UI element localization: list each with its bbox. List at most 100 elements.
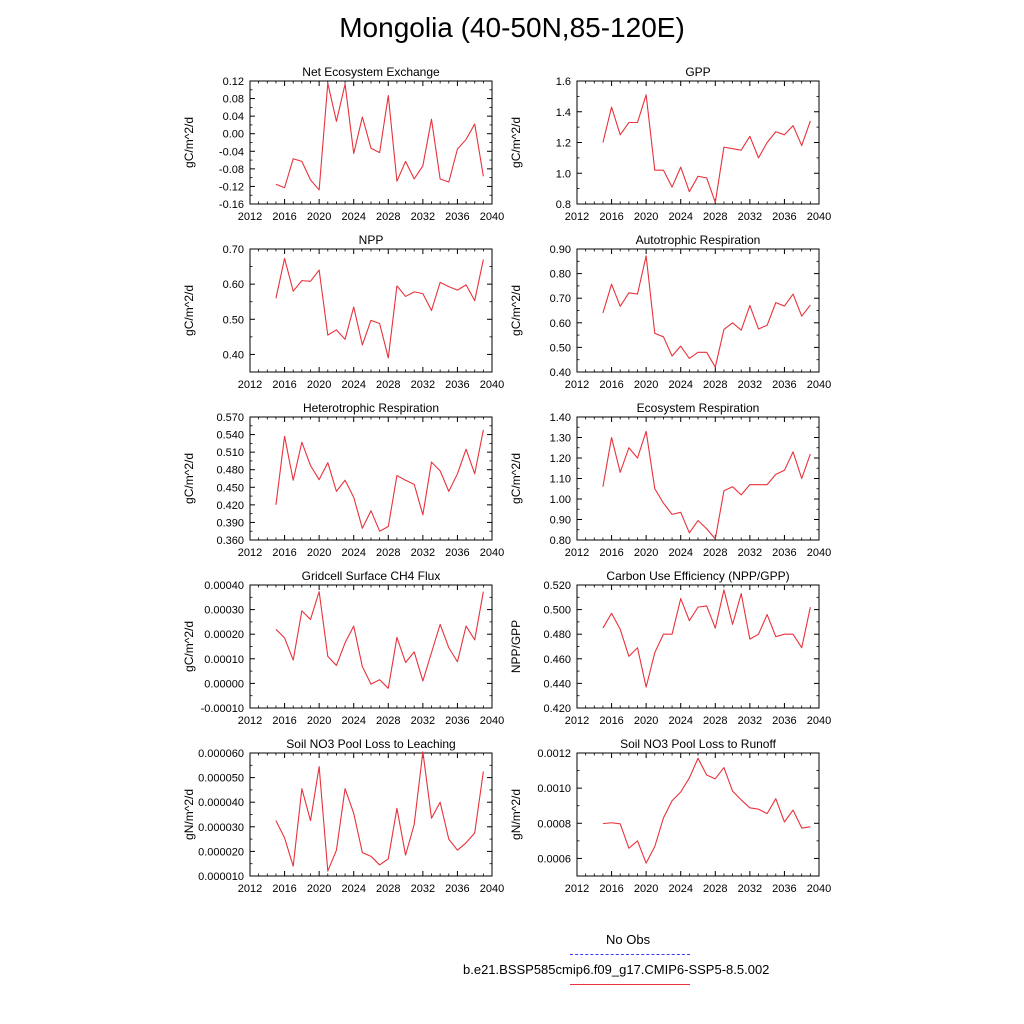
x-tick-label: 2016: [599, 379, 623, 391]
figure-title: Mongolia (40-50N,85-120E): [339, 12, 685, 43]
x-tick-label: 2040: [807, 379, 831, 391]
panel-2: NPP gC/m^2/d 2012 2016 2020 2024 2028 2032 2036 2…: [182, 233, 504, 391]
x-tick-label: 2024: [668, 883, 692, 895]
panel-title: GPP: [685, 65, 710, 79]
y-axis-label: gC/m^2/d: [182, 453, 196, 504]
panel-6: Gridcell Surface CH4 Flux gC/m^2/d 2012 201…: [182, 569, 504, 727]
x-tick-label: 2016: [272, 883, 296, 895]
x-tick-label: 2040: [807, 715, 831, 727]
plot-frame: [576, 80, 820, 205]
x-tick-label: 2012: [565, 715, 589, 727]
y-tick-label: 0.420: [216, 500, 244, 512]
y-tick-label: -0.08: [219, 164, 244, 176]
x-tick-label: 2036: [445, 715, 469, 727]
series-line-0: [602, 94, 811, 204]
x-tick-label: 2036: [772, 547, 796, 559]
x-tick-label: 2036: [445, 547, 469, 559]
series-line-0: [275, 591, 484, 689]
x-tick-label: 2016: [599, 883, 623, 895]
x-tick-label: 2032: [411, 379, 435, 391]
x-tick-label: 2012: [238, 379, 262, 391]
y-tick-label: 1.10: [550, 474, 571, 486]
y-axis-label: gN/m^2/d: [509, 789, 523, 840]
x-tick-label: 2012: [238, 883, 262, 895]
y-tick-label: 1.00: [550, 494, 571, 506]
panel-0: Net Ecosystem Exchange gC/m^2/d 2012 2016 20…: [182, 65, 504, 223]
x-tick-label: 2024: [341, 379, 365, 391]
x-tick-label: 2016: [599, 211, 623, 223]
panel-title: NPP: [359, 233, 384, 247]
y-tick-label: -0.16: [219, 199, 244, 211]
y-tick-label: 0.0008: [537, 818, 571, 830]
y-tick-label: 0.04: [223, 111, 244, 123]
x-tick-label: 2032: [411, 715, 435, 727]
y-axis-label: gC/m^2/d: [509, 453, 523, 504]
x-tick-label: 2032: [738, 715, 762, 727]
y-tick-label: 1.2: [556, 138, 571, 150]
panel-7: Carbon Use Efficiency (NPP/GPP) NPP/GPP 20…: [509, 569, 831, 727]
y-axis-label: gC/m^2/d: [509, 285, 523, 336]
y-axis-label: gC/m^2/d: [182, 285, 196, 336]
plot-frame: [576, 752, 820, 877]
y-tick-label: 0.00000: [204, 678, 244, 690]
x-tick-label: 2016: [272, 211, 296, 223]
y-tick-label: 0.50: [223, 314, 244, 326]
y-tick-label: 0.000050: [198, 773, 244, 785]
y-tick-label: 0.0012: [537, 748, 571, 760]
plot-frame: [249, 752, 493, 877]
y-tick-label: 0.00020: [204, 629, 244, 641]
x-tick-label: 2028: [376, 547, 400, 559]
x-tick-label: 2024: [341, 883, 365, 895]
panel-title: Heterotrophic Respiration: [303, 401, 439, 415]
y-tick-label: 1.4: [556, 107, 571, 119]
y-tick-label: 0.00040: [204, 580, 244, 592]
x-tick-label: 2024: [668, 379, 692, 391]
y-tick-label: -0.12: [219, 181, 244, 193]
y-axis-label: gN/m^2/d: [182, 789, 196, 840]
x-tick-label: 2036: [772, 211, 796, 223]
series-line-0: [602, 255, 811, 368]
y-tick-label: 0.70: [550, 293, 571, 305]
x-tick-label: 2032: [738, 547, 762, 559]
x-tick-label: 2016: [599, 547, 623, 559]
panel-8: Soil NO3 Pool Loss to Leaching gN/m^2/d 20…: [182, 737, 504, 895]
x-tick-label: 2032: [411, 883, 435, 895]
y-tick-label: 0.510: [216, 447, 244, 459]
y-tick-label: 0.360: [216, 535, 244, 547]
y-tick-label: 0.460: [543, 654, 571, 666]
plot-frame: [249, 584, 493, 709]
y-tick-label: 0.570: [216, 412, 244, 424]
x-tick-label: 2040: [480, 211, 504, 223]
x-tick-label: 2020: [634, 715, 658, 727]
x-tick-label: 2036: [772, 715, 796, 727]
plot-frame: [249, 80, 493, 205]
panel-title: Autotrophic Respiration: [636, 233, 761, 247]
y-tick-label: 0.50: [550, 342, 571, 354]
x-tick-label: 2036: [445, 211, 469, 223]
y-axis-label: gC/m^2/d: [182, 621, 196, 672]
x-tick-label: 2020: [307, 379, 331, 391]
y-tick-label: 0.70: [223, 244, 244, 256]
series-line-0: [602, 430, 811, 540]
x-tick-label: 2028: [703, 211, 727, 223]
series-line-0: [602, 757, 811, 864]
y-tick-label: 1.0: [556, 168, 571, 180]
series-line-0: [275, 429, 484, 532]
panel-title: Soil NO3 Pool Loss to Leaching: [286, 737, 455, 751]
x-tick-label: 2012: [238, 547, 262, 559]
x-tick-label: 2020: [307, 715, 331, 727]
x-tick-label: 2012: [565, 883, 589, 895]
panel-title: Net Ecosystem Exchange: [302, 65, 440, 79]
panel-title: Gridcell Surface CH4 Flux: [302, 569, 441, 583]
x-tick-label: 2040: [480, 715, 504, 727]
x-tick-label: 2040: [807, 547, 831, 559]
y-tick-label: 0.80: [550, 269, 571, 281]
plot-frame: [576, 248, 820, 373]
y-tick-label: 1.40: [550, 412, 571, 424]
panel-9: Soil NO3 Pool Loss to Runoff gN/m^2/d 2012…: [509, 737, 831, 895]
plot-frame: [249, 248, 493, 373]
x-tick-label: 2036: [772, 883, 796, 895]
x-tick-label: 2028: [703, 715, 727, 727]
x-tick-label: 2036: [445, 883, 469, 895]
y-tick-label: 0.90: [550, 515, 571, 527]
